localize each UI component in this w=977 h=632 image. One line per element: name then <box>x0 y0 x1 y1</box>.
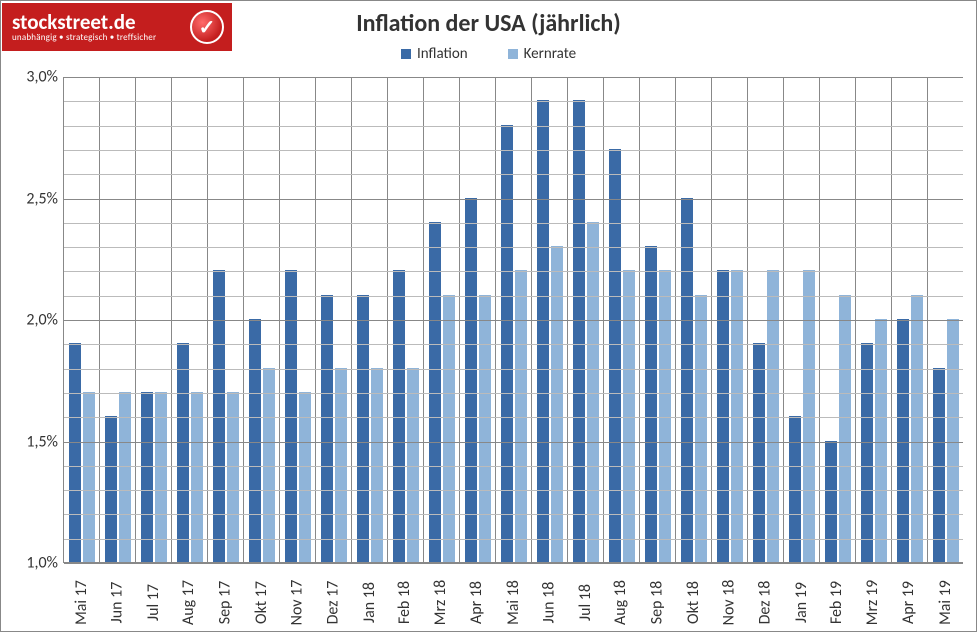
bar <box>947 319 959 562</box>
legend-label: Inflation <box>417 45 468 63</box>
grid-line <box>64 442 963 443</box>
x-axis-label: Mai 19 <box>927 565 963 625</box>
bar <box>695 295 707 562</box>
grid-line <box>64 344 963 345</box>
x-axis-label: Jul 17 <box>135 565 171 625</box>
x-axis-label: Nov 17 <box>279 565 315 625</box>
bar <box>839 295 851 562</box>
x-axis-label: Sep 17 <box>207 565 243 625</box>
legend-item: Inflation <box>401 45 468 63</box>
grid-line <box>64 466 963 467</box>
x-axis-label: Mrz 18 <box>423 565 459 625</box>
bar <box>501 125 513 562</box>
chart-plot-area: 1,0%1,5%2,0%2,5%3,0% <box>63 77 963 563</box>
x-axis-label: Jun 17 <box>99 565 135 625</box>
grid-line <box>64 514 963 515</box>
bar <box>371 368 383 562</box>
x-axis-label: Feb 19 <box>819 565 855 625</box>
x-axis-label: Okt 17 <box>243 565 279 625</box>
grid-line <box>64 223 963 224</box>
x-axis-label: Aug 18 <box>603 565 639 625</box>
x-axis-label: Sep 18 <box>639 565 675 625</box>
grid-line <box>64 393 963 394</box>
legend-swatch <box>508 49 518 59</box>
grid-line <box>64 101 963 102</box>
bar <box>911 295 923 562</box>
y-axis-label: 1,0% <box>14 554 58 573</box>
grid-line <box>64 174 963 175</box>
bar <box>681 198 693 563</box>
bar <box>861 343 873 562</box>
legend-label: Kernrate <box>524 45 576 63</box>
bar <box>609 149 621 562</box>
grid-line <box>64 247 963 248</box>
y-axis-label: 1,5% <box>14 432 58 451</box>
bar <box>479 295 491 562</box>
legend-item: Kernrate <box>508 45 576 63</box>
grid-line <box>64 77 963 78</box>
x-axis-label: Feb 18 <box>387 565 423 625</box>
legend-swatch <box>401 49 411 59</box>
grid-line <box>64 369 963 370</box>
bar <box>335 368 347 562</box>
bar <box>357 295 369 562</box>
bar <box>465 198 477 563</box>
x-axis-label: Jan 18 <box>351 565 387 625</box>
grid-line <box>64 296 963 297</box>
grid-line <box>64 150 963 151</box>
bar <box>105 416 117 562</box>
chart-title: Inflation der USA (jährlich) <box>1 9 976 38</box>
x-axis-label: Jan 19 <box>783 565 819 625</box>
bar <box>789 416 801 562</box>
grid-line <box>64 539 963 540</box>
x-axis-label: Jul 18 <box>567 565 603 625</box>
bar <box>933 368 945 562</box>
y-axis-label: 3,0% <box>14 68 58 87</box>
grid-line <box>64 320 963 321</box>
bar <box>249 319 261 562</box>
bar <box>875 319 887 562</box>
y-axis-label: 2,0% <box>14 311 58 330</box>
grid-line <box>64 563 963 564</box>
x-axis-labels: Mai 17Jun 17Jul 17Aug 17Sep 17Okt 17Nov … <box>63 565 963 625</box>
x-axis-label: Dez 17 <box>315 565 351 625</box>
x-axis-label: Apr 19 <box>891 565 927 625</box>
legend: Inflation Kernrate <box>1 45 976 64</box>
bar <box>443 295 455 562</box>
bar <box>263 368 275 562</box>
grid-line <box>64 199 963 200</box>
bar <box>897 319 909 562</box>
x-axis-label: Nov 18 <box>711 565 747 625</box>
x-axis-label: Mai 17 <box>63 565 99 625</box>
grid-line <box>64 271 963 272</box>
grid-line <box>64 126 963 127</box>
x-axis-label: Dez 18 <box>747 565 783 625</box>
bar <box>321 295 333 562</box>
y-axis-label: 2,5% <box>14 189 58 208</box>
bar <box>177 343 189 562</box>
grid-line <box>64 490 963 491</box>
x-axis-label: Apr 18 <box>459 565 495 625</box>
grid-line <box>64 417 963 418</box>
bar <box>753 343 765 562</box>
x-axis-label: Aug 17 <box>171 565 207 625</box>
bar <box>407 368 419 562</box>
bar <box>825 441 837 563</box>
x-axis-label: Jun 18 <box>531 565 567 625</box>
x-axis-label: Mrz 19 <box>855 565 891 625</box>
x-axis-label: Okt 18 <box>675 565 711 625</box>
x-axis-label: Mai 18 <box>495 565 531 625</box>
bar <box>537 100 549 562</box>
bar <box>573 100 585 562</box>
bar <box>69 343 81 562</box>
